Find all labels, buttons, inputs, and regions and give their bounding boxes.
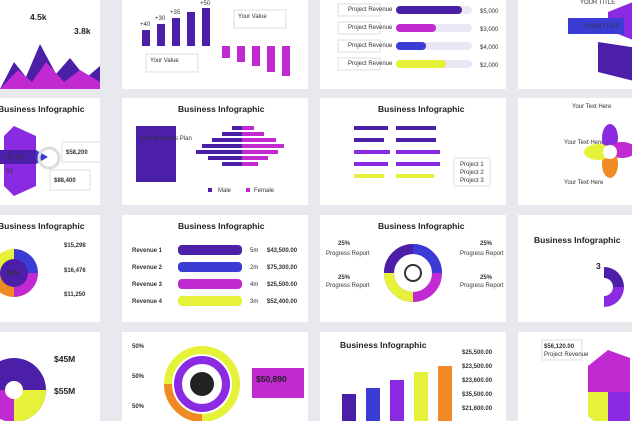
- title: Business Infographic: [534, 235, 621, 245]
- label: Revenue 2: [132, 265, 163, 271]
- label: Revenue 4: [132, 299, 163, 305]
- value: 3.8k: [74, 26, 91, 36]
- label: Your Text Here: [564, 180, 604, 186]
- label: Project Revenue: [348, 25, 393, 31]
- title: Business Infographic: [378, 104, 465, 114]
- value: $52,400.00: [267, 299, 298, 305]
- label: +30: [155, 16, 166, 22]
- label: Project Revenue: [544, 352, 589, 358]
- label: +40: [140, 22, 151, 28]
- label: Progress Report: [326, 283, 370, 289]
- value: $58,200: [66, 150, 88, 156]
- value: 50%: [132, 344, 145, 350]
- label: 02: [16, 155, 23, 161]
- value: $3,000: [480, 27, 499, 33]
- legend: Male: [218, 188, 232, 194]
- slide: $45M $55M: [0, 332, 100, 421]
- label: Your Value: [238, 14, 267, 20]
- value: $25,500.00: [267, 282, 298, 288]
- value: 25%: [480, 241, 493, 247]
- value: $4,000: [480, 45, 499, 51]
- label: Project Revenue: [348, 43, 393, 49]
- slide: YOUR TITLE YOUR TITLE: [518, 0, 632, 89]
- value: $15,298: [64, 243, 86, 249]
- label: Your Value: [150, 58, 179, 64]
- value: $21,600.00: [462, 406, 493, 412]
- label: Your Business Plan: [140, 136, 192, 142]
- value: $11,250: [64, 292, 86, 298]
- slide: Business Infographic $25,500.00 $23,500.…: [320, 332, 506, 421]
- value: 80%: [7, 271, 20, 277]
- value: 50%: [132, 374, 145, 380]
- title: Business Infographic: [0, 104, 85, 114]
- value: 25%: [338, 241, 351, 247]
- slide: Your Text Here Your Text Here Your Text …: [518, 98, 632, 205]
- value: $55M: [54, 386, 75, 396]
- label: Revenue 1: [132, 248, 163, 254]
- label: +50: [200, 1, 211, 7]
- label: YOUR TITLE: [580, 0, 615, 6]
- value: $56,120.00: [544, 344, 575, 350]
- value: $23,500.00: [462, 364, 493, 370]
- label: 5m: [250, 248, 258, 254]
- label: Project Revenue: [348, 61, 393, 67]
- value: $2,000: [480, 63, 499, 69]
- slide: Business Infographic Revenue 1 Revenue 2…: [122, 215, 308, 322]
- value: $43,500.00: [267, 248, 298, 254]
- title: Business Infographic: [178, 104, 265, 114]
- value: $5,000: [480, 9, 499, 15]
- slide: Business Infographic 80% $15,298 $16,476…: [0, 215, 100, 322]
- label: 2m: [250, 265, 258, 271]
- slide: +40 +30 +35 +50 Your Value Your Value: [122, 0, 308, 89]
- slide: $56,120.00 Project Revenue: [518, 332, 632, 421]
- slide: Business Infographic 3: [518, 215, 632, 322]
- legend: Female: [254, 188, 275, 194]
- label: Progress Report: [326, 251, 370, 257]
- value: $88,400: [54, 178, 76, 184]
- slide: 4.5k 3.8k: [0, 0, 100, 89]
- slide: Business Infographic Your Business Plan …: [122, 98, 308, 205]
- value: 25%: [480, 275, 493, 281]
- label: Revenue 3: [132, 282, 163, 288]
- title: Business Infographic: [178, 221, 265, 231]
- label: YOUR TITLE: [584, 24, 619, 30]
- slide: Business Infographic Project 1 Project 2…: [320, 98, 506, 205]
- slide: Business Infographic 25% 25% 25% 25% Pro…: [320, 215, 506, 322]
- value: $35,500.00: [462, 392, 493, 398]
- label: Progress Report: [460, 251, 504, 257]
- value: 50%: [132, 404, 145, 410]
- value: 25%: [338, 275, 351, 281]
- legend: Project 3: [460, 178, 484, 184]
- label: 4m: [250, 282, 258, 288]
- legend: Project 1: [460, 162, 484, 168]
- title: Business Infographic: [378, 221, 465, 231]
- value: $25,500.00: [462, 350, 493, 356]
- label: Your Text Here: [572, 104, 612, 110]
- label: Your Text Here: [564, 140, 604, 146]
- legend: Project 2: [460, 170, 484, 176]
- label: Project Revenue: [348, 7, 393, 13]
- slide: 50% 50% 50% $50,890: [122, 332, 308, 421]
- label: +35: [170, 10, 181, 16]
- slide: Business Infographic 01 02 03 $58,200 $8…: [0, 98, 100, 205]
- label: 03: [6, 169, 13, 175]
- slide: Project Revenue Project Revenue Project …: [320, 0, 506, 89]
- value: $50,890: [256, 374, 287, 384]
- value: $45M: [54, 354, 75, 364]
- value: $75,300.00: [267, 265, 298, 271]
- value: 4.5k: [30, 12, 47, 22]
- value: $16,476: [64, 268, 86, 274]
- label: 01: [6, 155, 13, 161]
- label: 3m: [250, 299, 258, 305]
- title: Business Infographic: [0, 221, 85, 231]
- label: 3: [596, 261, 601, 271]
- value: $23,600.00: [462, 378, 493, 384]
- title: Business Infographic: [340, 340, 427, 350]
- label: Progress Report: [460, 283, 504, 289]
